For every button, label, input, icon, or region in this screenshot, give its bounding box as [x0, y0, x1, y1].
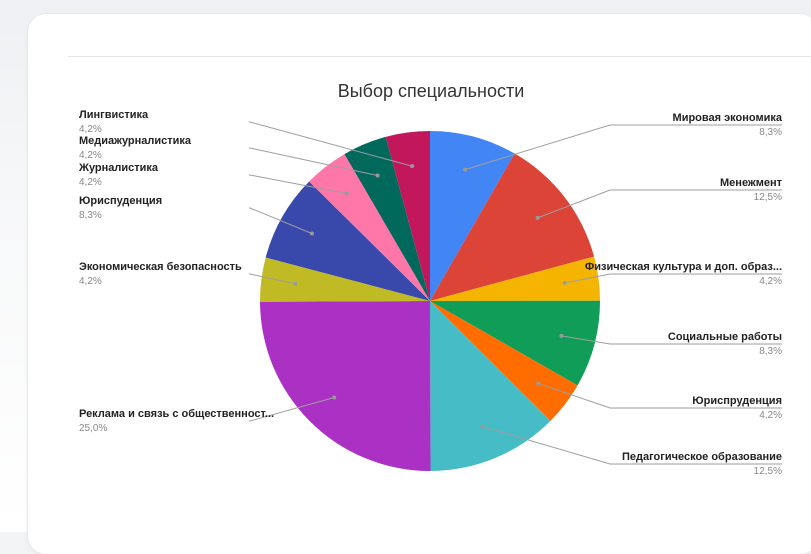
slice-percent: 8,3%	[759, 127, 782, 138]
pie-slice[interactable]	[430, 153, 595, 301]
leader-line	[538, 382, 782, 409]
slice-percent: 12,5%	[754, 466, 782, 477]
pie-slice[interactable]	[430, 301, 551, 471]
pie-slice[interactable]	[430, 300, 601, 386]
pie-slice[interactable]	[260, 257, 430, 302]
slice-label: Менежмент	[720, 177, 783, 189]
chart-frame: Выбор специальности Мировая экономика 8,3…	[68, 56, 811, 533]
slice-label: Юриспруденция	[692, 395, 782, 407]
leader-line	[482, 426, 782, 465]
leader-line	[249, 147, 378, 176]
leader-dot	[410, 164, 415, 169]
leader-line	[249, 273, 296, 285]
leader-dot	[293, 281, 298, 286]
slice-label: Лингвистика	[79, 109, 149, 121]
slice-percent: 4,2%	[79, 150, 102, 161]
slice-percent: 4,2%	[759, 276, 782, 287]
slice-label: Педагогическое образование	[622, 451, 782, 463]
pie-slice[interactable]	[265, 181, 430, 301]
slice-label: Мировая экономика	[673, 112, 783, 124]
slice-label: Медиажурналистика	[79, 135, 192, 147]
pie-slice[interactable]	[309, 154, 430, 301]
slice-label: Реклама и связь с общественност...	[79, 408, 274, 420]
slice-percent: 4,2%	[79, 124, 102, 135]
pie-slice[interactable]	[430, 256, 600, 301]
slice-percent: 8,3%	[79, 210, 102, 221]
slice-label: Социальные работы	[668, 331, 782, 343]
leader-line	[249, 121, 413, 167]
slice-label: Физическая культура и доп. образ...	[585, 261, 782, 273]
pie-slice[interactable]	[430, 131, 515, 301]
slice-percent: 4,2%	[79, 177, 102, 188]
pie-slice[interactable]	[260, 301, 431, 471]
leader-line	[249, 174, 347, 194]
pie-slices	[260, 131, 601, 471]
leader-line	[249, 207, 313, 234]
slice-percent: 8,3%	[759, 346, 782, 357]
pie-labels: Мировая экономика 8,3% Менежмент 12,5% Физич…	[78, 109, 783, 477]
slice-label: Экономическая безопасность	[79, 261, 242, 273]
leader-dot	[375, 173, 380, 178]
pie-slice[interactable]	[385, 131, 430, 301]
leader-line	[561, 335, 782, 345]
slice-label: Юриспуденция	[79, 195, 162, 207]
slice-percent: 12,5%	[754, 192, 782, 203]
pie-slice[interactable]	[430, 301, 578, 421]
slice-percent: 25,0%	[79, 423, 107, 434]
slice-label: Журналистика	[78, 162, 159, 174]
leader-line	[537, 189, 782, 219]
slice-percent: 4,2%	[79, 276, 102, 287]
slice-percent: 4,2%	[759, 410, 782, 421]
pie-chart: Выбор специальности Мировая экономика 8,3…	[78, 81, 783, 477]
pie-slice[interactable]	[344, 136, 430, 301]
leader-line	[249, 397, 335, 422]
leader-line	[564, 273, 782, 284]
chart-title: Выбор специальности	[338, 81, 525, 101]
leader-line	[464, 124, 782, 171]
